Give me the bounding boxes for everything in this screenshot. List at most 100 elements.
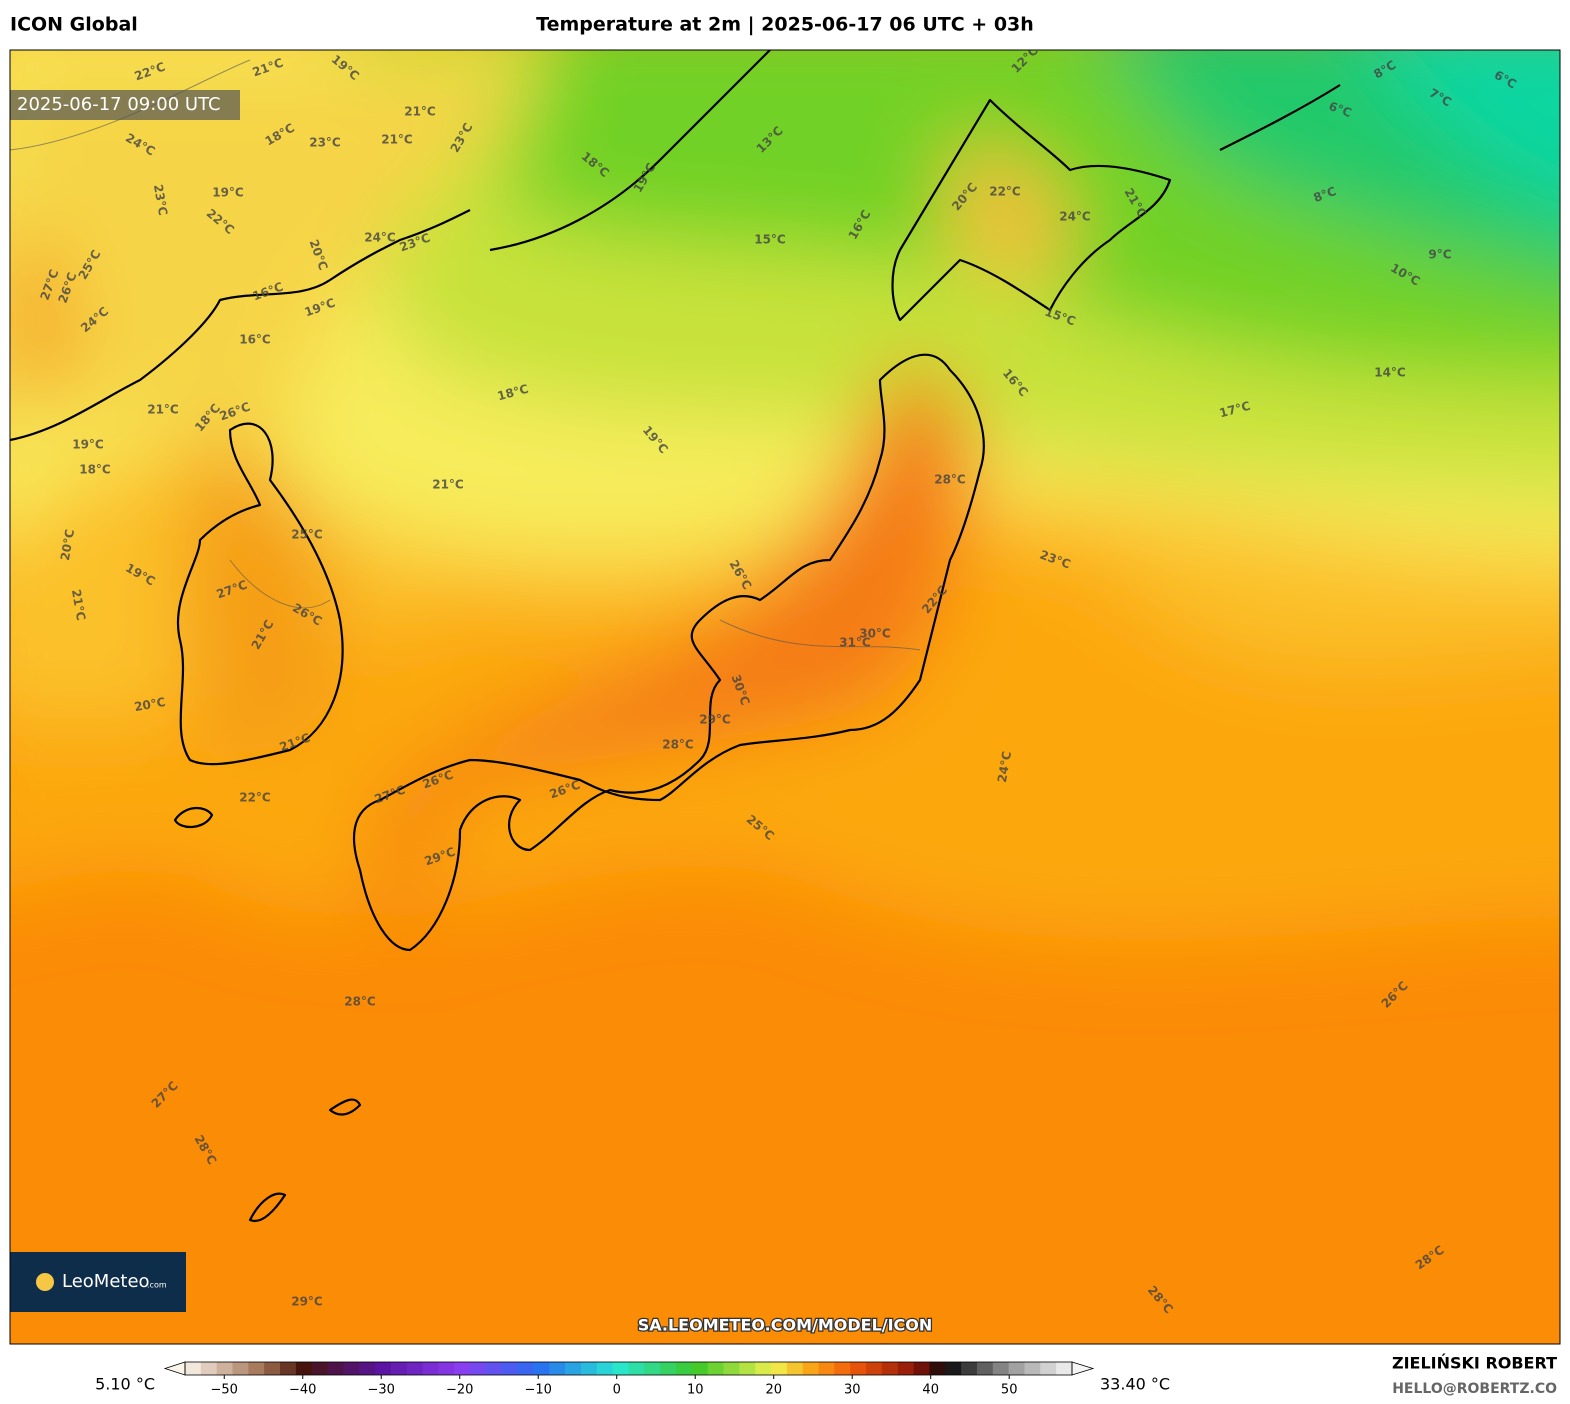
colorbar-tick-label: −10 <box>525 1383 552 1398</box>
colorbar-step <box>517 1362 534 1375</box>
colorbar-step <box>945 1362 962 1375</box>
colorbar-step <box>628 1362 645 1375</box>
colorbar-step <box>438 1362 455 1375</box>
logo-sun <box>36 1273 54 1291</box>
contour-label: 31°C <box>839 636 871 650</box>
colorbar-step <box>691 1362 709 1375</box>
contour-label: 20°C <box>133 695 167 714</box>
colorbar-step <box>216 1362 234 1375</box>
colorbar-step <box>580 1362 598 1375</box>
colorbar-step <box>786 1362 804 1375</box>
colorbar-tick-label: 50 <box>1001 1383 1018 1398</box>
colorbar-step <box>818 1362 835 1375</box>
colorbar-tick-label: 40 <box>922 1383 939 1398</box>
colorbar-step <box>834 1362 851 1375</box>
colorbar-max: 33.40 °C <box>1100 1375 1170 1394</box>
colorbar-step <box>723 1362 740 1375</box>
colorbar-step <box>897 1362 915 1375</box>
contour-label: 22°C <box>989 185 1021 199</box>
colorbar-step <box>1024 1362 1041 1375</box>
colorbar-step <box>549 1362 566 1375</box>
colorbar-step <box>802 1362 820 1375</box>
colorbar-step <box>755 1362 772 1375</box>
contour-label: 21°C <box>432 478 464 492</box>
contour-label: 29°C <box>291 1295 323 1309</box>
colorbar-step <box>961 1362 978 1375</box>
colorbar-step <box>232 1362 249 1375</box>
colorbar-step <box>248 1362 265 1375</box>
colorbar-step <box>422 1362 439 1375</box>
colorbar-step <box>565 1362 582 1375</box>
logo-suffix: .com <box>147 1281 167 1290</box>
email: HELLO@ROBERTZ.CO <box>1392 1381 1557 1397</box>
colorbar-step <box>470 1362 487 1375</box>
colorbar-step <box>866 1362 883 1375</box>
colorbar-tick-label: 30 <box>844 1383 861 1398</box>
contour-label: 20°C <box>58 528 77 562</box>
contour-label: 23°C <box>309 136 341 150</box>
colorbar-step <box>454 1362 471 1375</box>
contour-label: 28°C <box>662 738 694 752</box>
colorbar: −50 −40 −30 −20 −10 0 10 20 30 40 50 <box>163 1361 1095 1398</box>
colorbar-step <box>612 1362 629 1375</box>
colorbar-step <box>850 1362 867 1375</box>
colorbar-step <box>676 1362 693 1375</box>
contour-label: 29°C <box>699 713 731 727</box>
colorbar-end <box>163 1361 186 1376</box>
model-name: ICON Global <box>10 14 138 36</box>
author: ZIELIŃSKI ROBERT <box>1392 1354 1557 1373</box>
contour-label: 24°C <box>995 750 1014 784</box>
colorbar-step <box>390 1362 408 1375</box>
colorbar-step <box>375 1362 392 1375</box>
contour-label: 25°C <box>291 528 323 542</box>
colorbar-step <box>406 1362 424 1375</box>
colorbar-tick-label: 10 <box>687 1383 704 1398</box>
contour-label: 24°C <box>364 231 396 245</box>
colorbar-step <box>280 1362 297 1375</box>
colorbar-step <box>596 1362 614 1375</box>
valid-time: 2025-06-17 09:00 UTC <box>17 94 221 115</box>
logo: LeoMeteo <box>62 1271 150 1292</box>
colorbar-step <box>739 1362 756 1375</box>
colorbar-step <box>533 1362 550 1375</box>
colorbar-tick-label: −30 <box>368 1383 395 1398</box>
contour-label: 15°C <box>754 233 786 247</box>
url: SA.LEOMETEO.COM/MODEL/ICON <box>638 1316 933 1335</box>
map: 22°C 21°C 19°C 21°C 21°C 23°C 18°C 24°C 19°C 23°C… <box>10 50 1560 1344</box>
contour-label: 30°C <box>859 627 891 641</box>
colorbar-step <box>359 1362 376 1375</box>
colorbar-step <box>185 1362 202 1375</box>
contour-label: 14°C <box>1374 366 1406 380</box>
contour-label: 18°C <box>79 463 111 477</box>
colorbar-end <box>1071 1361 1095 1376</box>
colorbar-tick-label: −40 <box>289 1383 316 1398</box>
colorbar-step <box>707 1362 725 1375</box>
colorbar-step <box>992 1362 1010 1375</box>
colorbar-step <box>485 1362 503 1375</box>
colorbar-tick-label: −20 <box>446 1383 473 1398</box>
colorbar-frame <box>184 1361 1073 1376</box>
contour-label: 28°C <box>934 473 966 487</box>
colorbar-step <box>929 1362 946 1375</box>
colorbar-step <box>311 1362 329 1375</box>
colorbar-min: 5.10 °C <box>95 1375 155 1394</box>
colorbar-step <box>881 1362 899 1375</box>
contour-label: 16°C <box>239 333 271 347</box>
map-frame <box>9 49 1561 1345</box>
contour-label: 21°C <box>381 133 413 147</box>
contour-label: 21°C <box>69 588 88 622</box>
contour-label: 19°C <box>72 438 104 452</box>
colorbar-step <box>295 1362 313 1375</box>
colorbar-step <box>660 1362 677 1375</box>
contour-label: 24°C <box>1059 210 1091 224</box>
contour-label: 23°C <box>151 183 170 217</box>
colorbar-step <box>976 1362 994 1375</box>
colorbar-tick-label: 20 <box>765 1383 782 1398</box>
contour-label: 19°C <box>212 186 244 200</box>
colorbar-step <box>343 1362 360 1375</box>
colorbar-step <box>327 1362 344 1375</box>
colorbar-step <box>1056 1362 1073 1375</box>
contour-label: 9°C <box>1428 248 1451 262</box>
colorbar-step <box>1008 1362 1025 1375</box>
